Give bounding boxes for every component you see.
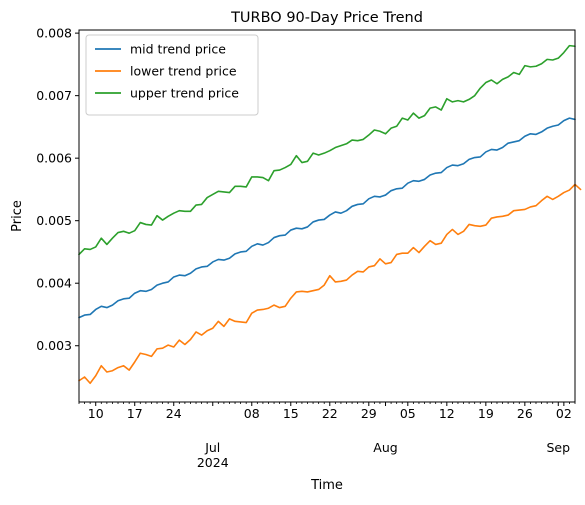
chart-title: TURBO 90-Day Price Trend: [230, 10, 423, 26]
x-tick-label: Sep: [546, 440, 570, 455]
y-tick-label: 0.006: [36, 151, 72, 166]
series-line-mid-trend-price: [79, 118, 575, 317]
x-tick-label: 22: [322, 406, 338, 421]
x-tick-label: 02: [556, 406, 572, 421]
x-tick-label: 10: [88, 406, 104, 421]
legend-label: lower trend price: [130, 64, 237, 79]
x-tick-label: 26: [517, 406, 533, 421]
y-tick-label: 0.005: [36, 213, 72, 228]
x-tick-label: 24: [166, 406, 182, 421]
x-tick-label: 12: [439, 406, 455, 421]
y-tick-label: 0.004: [36, 276, 72, 291]
x-tick-label: 19: [478, 406, 494, 421]
legend-label: upper trend price: [130, 86, 239, 101]
y-axis-label: Price: [10, 200, 25, 232]
x-tick-label: 08: [244, 406, 260, 421]
legend: mid trend price lower trend price upper tr…: [86, 35, 258, 115]
x-tick-label: Jul 2024: [197, 440, 229, 470]
x-tick-label: 05: [400, 406, 416, 421]
x-tick-label: 17: [127, 406, 143, 421]
y-tick-label: 0.008: [36, 26, 72, 41]
y-tick-label: 0.007: [36, 88, 72, 103]
x-tick-label: 29: [361, 406, 377, 421]
y-tick-label: 0.003: [36, 338, 72, 353]
x-tick-label: 15: [283, 406, 299, 421]
x-axis-label: Time: [310, 478, 343, 493]
legend-label: mid trend price: [130, 42, 226, 57]
x-tick-label: Aug: [373, 440, 397, 455]
